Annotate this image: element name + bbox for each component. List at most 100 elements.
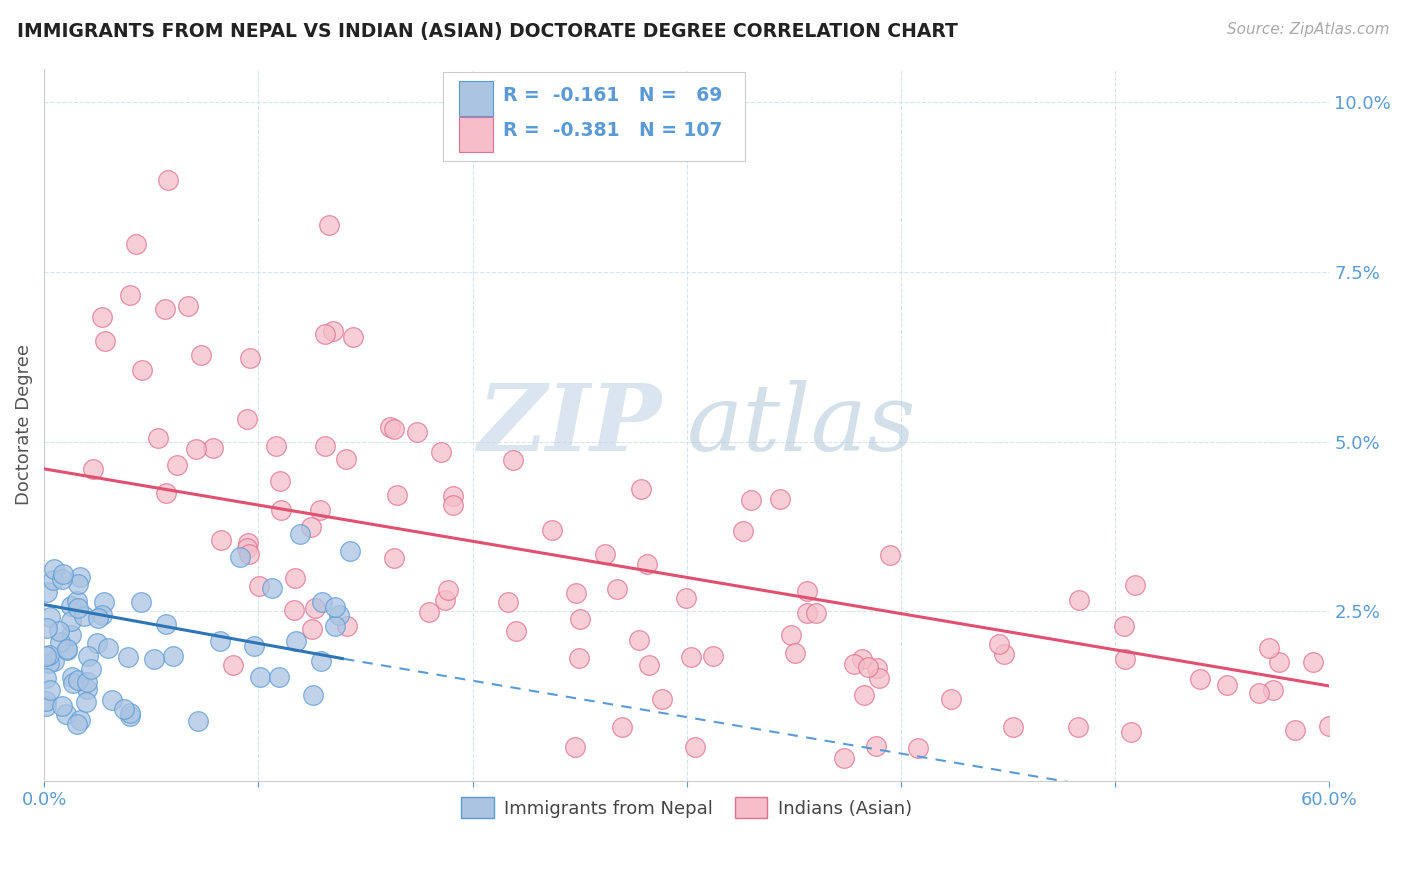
- Point: [1216, 678, 1239, 692]
- Point: [627, 633, 650, 648]
- Point: [125, 236, 148, 251]
- Point: [236, 412, 259, 426]
- Point: [69, 713, 91, 727]
- Point: [309, 655, 332, 669]
- Point: [314, 439, 336, 453]
- Point: [266, 439, 288, 453]
- Point: [93, 595, 115, 609]
- Point: [69, 570, 91, 584]
- Point: [302, 688, 325, 702]
- Text: R =  -0.161   N =   69: R = -0.161 N = 69: [503, 87, 723, 105]
- Point: [202, 442, 225, 456]
- Point: [35, 649, 58, 664]
- Point: [187, 714, 209, 728]
- Point: [569, 612, 592, 626]
- Point: [209, 634, 232, 648]
- Point: [76, 675, 98, 690]
- Point: [796, 583, 818, 598]
- Point: [62, 675, 84, 690]
- Point: [66, 673, 89, 687]
- Point: [65, 593, 87, 607]
- Point: [131, 363, 153, 377]
- Text: ZIP: ZIP: [477, 380, 661, 470]
- Point: [879, 549, 901, 563]
- Point: [505, 624, 527, 638]
- Point: [82, 462, 104, 476]
- Point: [868, 671, 890, 685]
- Point: [853, 688, 876, 702]
- Point: [858, 660, 880, 674]
- Point: [66, 717, 89, 731]
- Text: Source: ZipAtlas.com: Source: ZipAtlas.com: [1226, 22, 1389, 37]
- Point: [308, 503, 330, 517]
- Point: [1302, 655, 1324, 669]
- Point: [51, 573, 73, 587]
- Point: [630, 483, 652, 497]
- Point: [247, 579, 270, 593]
- Point: [796, 606, 818, 620]
- Point: [433, 593, 456, 607]
- Point: [907, 741, 929, 756]
- Point: [1112, 619, 1135, 633]
- Point: [285, 634, 308, 648]
- Point: [60, 628, 83, 642]
- Point: [1188, 672, 1211, 686]
- Point: [405, 425, 427, 439]
- Point: [565, 585, 588, 599]
- Point: [865, 739, 887, 753]
- Point: [1123, 578, 1146, 592]
- Point: [832, 751, 855, 765]
- Point: [236, 541, 259, 556]
- Point: [564, 740, 586, 755]
- Point: [262, 581, 284, 595]
- Point: [35, 694, 58, 708]
- Point: [60, 599, 83, 614]
- Point: [568, 651, 591, 665]
- Point: [385, 488, 408, 502]
- Point: [156, 173, 179, 187]
- Point: [166, 458, 188, 473]
- Point: [66, 577, 89, 591]
- Point: [502, 453, 524, 467]
- Point: [222, 657, 245, 672]
- Point: [42, 573, 65, 587]
- Point: [606, 582, 628, 596]
- Point: [1114, 652, 1136, 666]
- Point: [1067, 592, 1090, 607]
- Point: [162, 649, 184, 664]
- Point: [239, 351, 262, 366]
- Point: [1268, 655, 1291, 669]
- Point: [48, 624, 70, 638]
- Point: [1247, 686, 1270, 700]
- Point: [67, 601, 90, 615]
- Point: [988, 637, 1011, 651]
- Point: [336, 619, 359, 633]
- Point: [87, 611, 110, 625]
- Point: [184, 442, 207, 457]
- Point: [242, 640, 264, 654]
- Point: [322, 325, 344, 339]
- Point: [314, 326, 336, 341]
- Point: [39, 610, 62, 624]
- Point: [59, 614, 82, 628]
- Point: [112, 702, 135, 716]
- Point: [941, 691, 963, 706]
- Point: [1067, 720, 1090, 734]
- Point: [299, 519, 322, 533]
- Point: [35, 584, 58, 599]
- Text: R =  -0.381   N = 107: R = -0.381 N = 107: [503, 121, 723, 140]
- Point: [593, 547, 616, 561]
- Point: [42, 654, 65, 668]
- Point: [496, 595, 519, 609]
- Point: [785, 646, 807, 660]
- Point: [318, 219, 340, 233]
- Point: [101, 692, 124, 706]
- Point: [142, 652, 165, 666]
- Point: [35, 671, 58, 685]
- Point: [209, 533, 232, 547]
- Point: [97, 640, 120, 655]
- Point: [120, 288, 142, 302]
- Point: [384, 422, 406, 436]
- Point: [238, 547, 260, 561]
- Point: [44, 562, 66, 576]
